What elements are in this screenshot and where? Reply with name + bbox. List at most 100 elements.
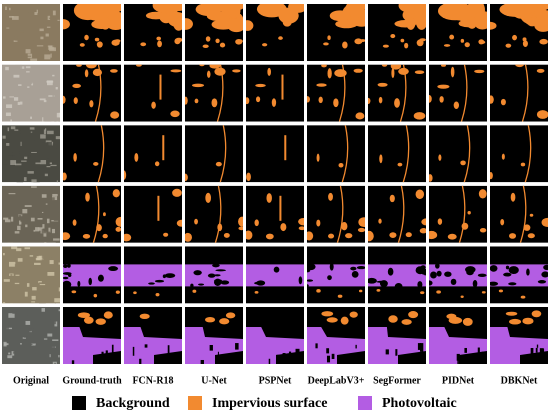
photo-texture: [46, 166, 51, 168]
segmentation-map: [429, 125, 487, 183]
background: [124, 185, 182, 243]
photo-texture: [24, 156, 28, 160]
class-region: [420, 291, 425, 295]
photo-texture: [48, 95, 55, 97]
photo-texture: [50, 53, 52, 58]
class-hole: [430, 271, 437, 279]
class-region: [228, 4, 243, 11]
photo-texture: [20, 66, 25, 69]
photo-texture: [44, 54, 51, 60]
class-region: [63, 264, 121, 287]
class-region: [415, 189, 425, 200]
class-region: [458, 185, 466, 243]
class-region: [467, 211, 471, 215]
background: [368, 64, 426, 122]
photo-texture: [47, 15, 51, 20]
photo-texture: [53, 99, 60, 105]
class-region: [246, 97, 250, 105]
segmentation-map: [368, 125, 426, 183]
class-region: [85, 192, 90, 202]
photo-texture: [20, 104, 26, 106]
photo-texture: [12, 151, 19, 156]
photo-texture: [31, 295, 36, 300]
class-hole: [379, 280, 388, 288]
segmentation-map: [63, 307, 121, 364]
class-region: [478, 189, 487, 199]
class-region: [89, 100, 94, 108]
photo-texture: [23, 249, 26, 252]
photo-texture: [50, 164, 57, 167]
class-region: [176, 219, 182, 227]
class-region: [134, 152, 139, 162]
class-region: [429, 230, 438, 240]
photo-texture: [23, 319, 28, 323]
class-region: [124, 170, 127, 180]
background: [429, 125, 487, 183]
class-hole: [71, 360, 75, 364]
class-region: [215, 161, 222, 167]
class-region: [172, 188, 182, 197]
photo-texture: [29, 127, 35, 130]
class-region: [211, 19, 235, 30]
background: [246, 185, 304, 243]
class-region: [115, 290, 120, 294]
segmentation-map: [63, 185, 121, 243]
photo-texture: [26, 236, 31, 242]
photo-texture: [35, 344, 39, 348]
class-hole: [63, 276, 69, 280]
photo-texture: [22, 337, 26, 339]
class-region: [463, 125, 471, 183]
segmentation-map: [368, 64, 426, 122]
class-region: [63, 172, 67, 181]
class-region: [307, 264, 365, 287]
class-region: [509, 318, 522, 325]
class-hole: [307, 263, 316, 271]
photo-texture: [7, 355, 13, 359]
photo-texture: [43, 231, 47, 237]
class-region: [326, 317, 338, 323]
photo-texture: [43, 250, 46, 254]
photo-texture: [20, 141, 22, 147]
class-hole: [508, 266, 519, 275]
class-region: [500, 218, 505, 226]
class-region: [92, 185, 100, 243]
photo-texture: [18, 84, 22, 86]
photo-texture: [2, 302, 6, 304]
image-grid: [2, 4, 548, 364]
class-region: [84, 34, 89, 41]
class-hole: [536, 344, 539, 348]
class-region: [327, 35, 331, 40]
class-hole: [105, 350, 108, 359]
input-image: [2, 4, 60, 61]
class-hole: [212, 263, 220, 268]
photo-texture: [10, 345, 13, 350]
photo-texture: [40, 50, 44, 55]
class-region: [398, 67, 409, 75]
photo-texture: [28, 92, 35, 97]
photo-texture: [14, 282, 20, 285]
segmentation-map: [124, 4, 182, 61]
class-hole: [295, 348, 300, 356]
class-hole: [111, 344, 114, 354]
class-region: [479, 227, 487, 233]
photo-texture: [9, 15, 14, 18]
photo-texture: [57, 19, 60, 21]
photo-texture: [17, 309, 23, 311]
photo-texture: [6, 27, 10, 29]
class-hole: [63, 280, 72, 289]
photo-texture: [14, 163, 22, 166]
photo-texture: [58, 262, 60, 265]
class-hole: [282, 353, 286, 362]
photo-texture: [26, 154, 29, 158]
segmentation-map: [429, 185, 487, 243]
class-hole: [148, 282, 155, 285]
input-image: [2, 125, 60, 183]
photo-texture: [58, 120, 60, 122]
photo-texture: [20, 328, 26, 333]
class-hole: [173, 353, 177, 360]
class-region: [63, 327, 121, 364]
class-region: [443, 44, 451, 47]
class-region: [83, 316, 94, 324]
segmentation-map: [185, 125, 243, 183]
class-region: [238, 226, 243, 231]
